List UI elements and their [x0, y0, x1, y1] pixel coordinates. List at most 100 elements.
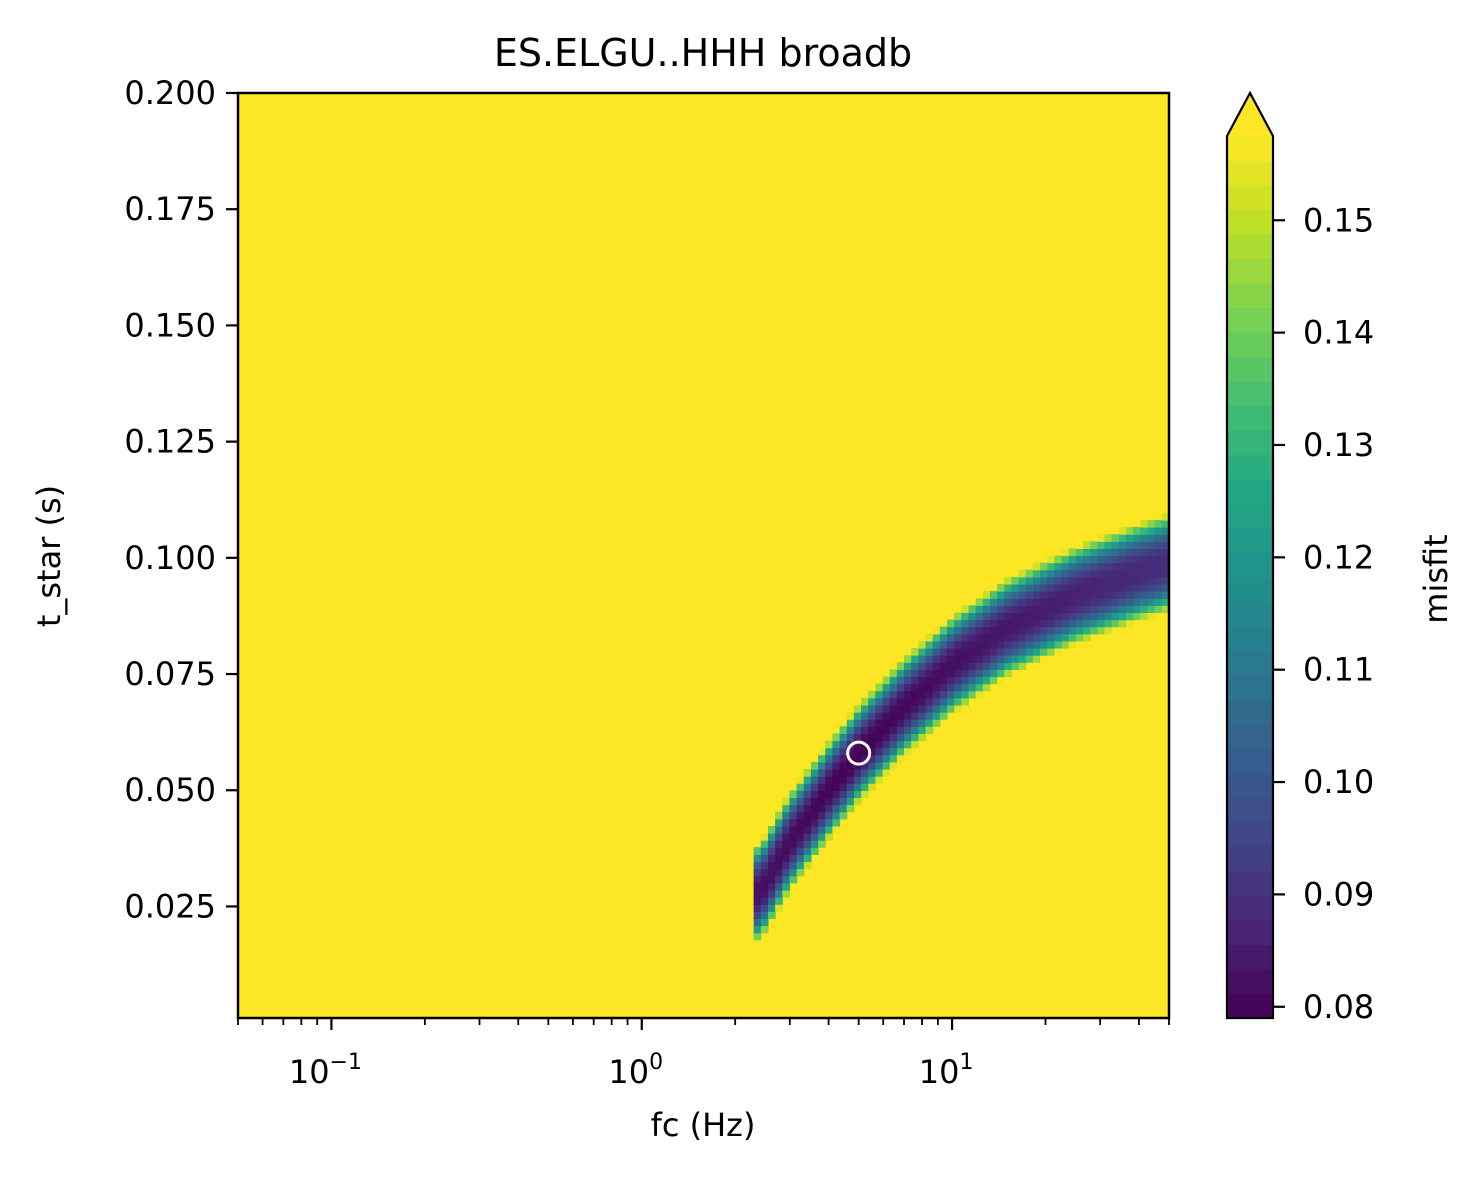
- heatmap-cell: [789, 847, 798, 855]
- heatmap-cell: [932, 712, 941, 720]
- heatmap-cell: [853, 768, 862, 777]
- heatmap-cell: [1047, 619, 1056, 628]
- heatmap-cell: [861, 704, 869, 713]
- heatmap-cell: [911, 662, 919, 670]
- heatmap-cell: [875, 690, 884, 699]
- heatmap-cell: [1126, 527, 1134, 535]
- heatmap-cell: [1161, 591, 1169, 599]
- heatmap-cell: [767, 882, 776, 891]
- heatmap-cell: [968, 605, 977, 614]
- heatmap-cell: [825, 754, 834, 763]
- heatmap-cell: [789, 790, 798, 799]
- colorbar-segment: [1227, 626, 1273, 652]
- heatmap-cell: [1126, 583, 1134, 592]
- colorbar-tick-label: 0.13: [1303, 426, 1374, 464]
- heatmap-cell: [1068, 605, 1077, 614]
- heatmap-cell: [1147, 591, 1156, 599]
- heatmap-cell: [810, 790, 819, 799]
- heatmap-cell: [1047, 583, 1056, 592]
- heatmap-cell: [946, 662, 955, 670]
- y-tick-label: 0.150: [124, 306, 216, 344]
- heatmap-cell: [1061, 555, 1070, 564]
- heatmap-cell: [1054, 640, 1063, 649]
- heatmap-cell: [818, 818, 826, 827]
- heatmap-cell: [803, 818, 812, 827]
- heatmap-cell: [868, 697, 876, 706]
- heatmap-cell: [1154, 576, 1163, 585]
- heatmap-cell: [904, 683, 912, 692]
- y-axis-label: t_star (s): [30, 485, 68, 627]
- heatmap-cell: [1018, 612, 1027, 621]
- colorbar-segment: [1227, 479, 1273, 505]
- heatmap-cell: [989, 662, 998, 670]
- heatmap-cell: [825, 818, 834, 827]
- heatmap-cell: [803, 804, 812, 813]
- heatmap-cell: [861, 761, 869, 770]
- heatmap-cell: [832, 783, 841, 791]
- colorbar-segment: [1227, 454, 1273, 480]
- heatmap-cell: [760, 897, 769, 905]
- heatmap-cell: [875, 697, 884, 706]
- heatmap-cell: [832, 761, 841, 770]
- heatmap-cell: [810, 818, 819, 827]
- heatmap-cell: [1075, 562, 1084, 571]
- heatmap-cell: [1047, 612, 1056, 621]
- heatmap-cell: [982, 619, 991, 628]
- heatmap-cell: [1104, 591, 1113, 599]
- heatmap-cell: [789, 854, 798, 863]
- heatmap-cell: [882, 726, 891, 734]
- heatmap-cell: [961, 612, 970, 621]
- heatmap-cell: [1118, 569, 1127, 578]
- heatmap-cell: [775, 897, 783, 905]
- heatmap-cell: [868, 768, 876, 777]
- heatmap-cell: [825, 747, 834, 756]
- heatmap-cell: [925, 683, 934, 692]
- heatmap-cell: [803, 797, 812, 806]
- heatmap-cell: [846, 726, 855, 734]
- heatmap-cell: [889, 712, 898, 720]
- heatmap-cell: [846, 747, 855, 756]
- heatmap-cell: [839, 768, 848, 777]
- heatmap-cell: [1004, 576, 1013, 585]
- heatmap-cell: [882, 697, 891, 706]
- heatmap-cell: [954, 669, 962, 678]
- heatmap-cell: [789, 811, 798, 820]
- heatmap-cell: [1133, 612, 1141, 621]
- heatmap-cell: [997, 676, 1005, 685]
- heatmap-cell: [1083, 555, 1091, 564]
- heatmap-cell: [868, 733, 876, 742]
- heatmap-cell: [803, 776, 812, 784]
- heatmap-cell: [868, 747, 876, 756]
- heatmap-cell: [846, 733, 855, 742]
- heatmap-cell: [1040, 591, 1048, 599]
- heatmap-cell: [760, 861, 769, 870]
- heatmap-cell: [1083, 541, 1091, 549]
- heatmap-cell: [1004, 605, 1013, 614]
- colorbar-segment: [1227, 234, 1273, 260]
- heatmap-cell: [775, 904, 783, 912]
- heatmap-cell: [975, 598, 984, 606]
- heatmap-cell: [1111, 562, 1120, 571]
- heatmap-cell: [1025, 569, 1034, 578]
- colorbar-segment: [1227, 528, 1273, 554]
- heatmap-cell: [1161, 583, 1169, 592]
- heatmap-cell: [911, 690, 919, 699]
- heatmap-cell: [1140, 583, 1149, 592]
- heatmap-cell: [818, 833, 826, 841]
- heatmap-cell: [911, 719, 919, 727]
- heatmap-cell: [753, 861, 762, 870]
- heatmap-cell: [796, 854, 805, 863]
- colorbar-segment: [1227, 748, 1273, 774]
- heatmap-cell: [1025, 598, 1034, 606]
- heatmap-cell: [1054, 612, 1063, 621]
- heatmap-cell: [1047, 569, 1056, 578]
- colorbar-label: misfit: [1417, 534, 1455, 623]
- heatmap-cell: [1004, 598, 1013, 606]
- heatmap-cell: [1147, 612, 1156, 621]
- heatmap-cell: [904, 740, 912, 749]
- heatmap-cell: [1161, 519, 1169, 528]
- heatmap-cell: [1054, 576, 1063, 585]
- heatmap-cell: [975, 683, 984, 692]
- heatmap-cell: [1040, 562, 1048, 571]
- heatmap-cell: [904, 676, 912, 685]
